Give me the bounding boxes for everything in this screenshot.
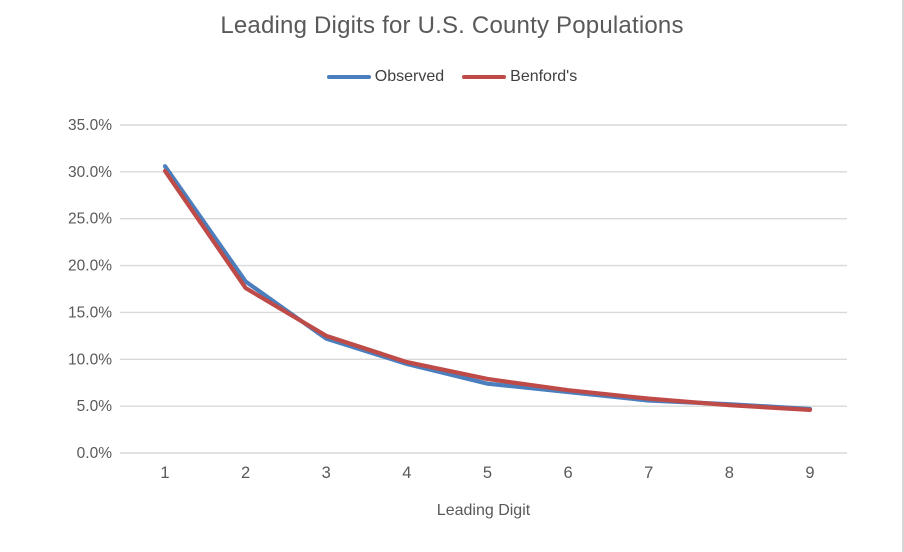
x-tick-label: 8 <box>725 464 734 482</box>
y-tick-label: 30.0% <box>68 164 112 181</box>
legend-label-observed: Observed <box>374 68 445 85</box>
y-tick-label: 35.0% <box>68 117 112 134</box>
series-line-observed <box>162 164 813 412</box>
x-tick-label: 2 <box>241 464 250 482</box>
observed-series-swatch <box>326 75 371 79</box>
x-tick-label: 1 <box>160 464 169 482</box>
chart-title: Leading Digits for U.S. County Populatio… <box>220 12 684 39</box>
legend-label-benfords: Benford's <box>510 68 578 85</box>
series-line-benfords <box>162 168 813 412</box>
x-tick-label: 4 <box>402 464 411 482</box>
y-tick-label: 15.0% <box>68 304 112 321</box>
legend-item-observed: Observed <box>326 68 445 86</box>
y-tick-label: 25.0% <box>68 211 112 228</box>
legend-item-benfords: Benford's <box>462 68 577 86</box>
y-tick-label: 20.0% <box>68 258 112 275</box>
x-axis-title: Leading Digit <box>436 502 531 519</box>
benfords-series-swatch <box>462 75 507 79</box>
chart-legend: Observed Benford's <box>0 67 902 87</box>
x-tick-label: 9 <box>805 464 814 482</box>
x-tick-label: 6 <box>564 464 573 482</box>
x-tick-label: 3 <box>322 464 331 482</box>
x-tick-label: 5 <box>483 464 492 482</box>
y-tick-label: 5.0% <box>77 398 113 415</box>
y-tick-label: 10.0% <box>68 351 112 368</box>
x-tick-label: 7 <box>644 464 653 482</box>
y-tick-label: 0.0% <box>77 445 113 462</box>
